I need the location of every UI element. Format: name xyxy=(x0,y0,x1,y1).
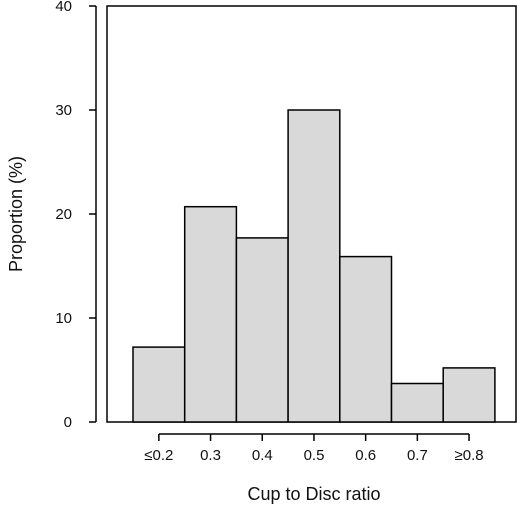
bar-5 xyxy=(390,382,444,423)
y-tick-label-2: 20 xyxy=(55,206,72,223)
y-tick-label-4: 40 xyxy=(55,0,72,15)
bars-group xyxy=(132,109,496,423)
x-tick-label-5: 0.7 xyxy=(407,447,428,464)
x-axis: ≤0.2 0.3 0.4 0.5 0.6 0.7 ≥0.8 xyxy=(144,433,484,464)
bar-6 xyxy=(442,367,496,423)
y-tick-label-1: 10 xyxy=(55,310,72,327)
x-tick-label-0: ≤0.2 xyxy=(144,447,173,464)
bar-2 xyxy=(235,237,289,423)
x-axis-title: Cup to Disc ratio xyxy=(247,484,380,504)
x-tick-label-6: ≥0.8 xyxy=(455,447,484,464)
bar-1 xyxy=(183,205,238,423)
x-tick-label-4: 0.6 xyxy=(355,447,376,464)
bar-4 xyxy=(339,255,393,423)
y-tick-label-0: 0 xyxy=(64,414,72,431)
bar-3 xyxy=(287,109,341,423)
x-tick-label-1: 0.3 xyxy=(200,447,221,464)
y-tick-label-3: 30 xyxy=(55,102,72,119)
y-axis: 0 10 20 30 40 xyxy=(55,0,97,431)
y-axis-title: Proportion (%) xyxy=(6,156,26,272)
bar-0 xyxy=(132,346,186,423)
x-tick-label-2: 0.4 xyxy=(252,447,273,464)
x-tick-label-3: 0.5 xyxy=(304,447,325,464)
